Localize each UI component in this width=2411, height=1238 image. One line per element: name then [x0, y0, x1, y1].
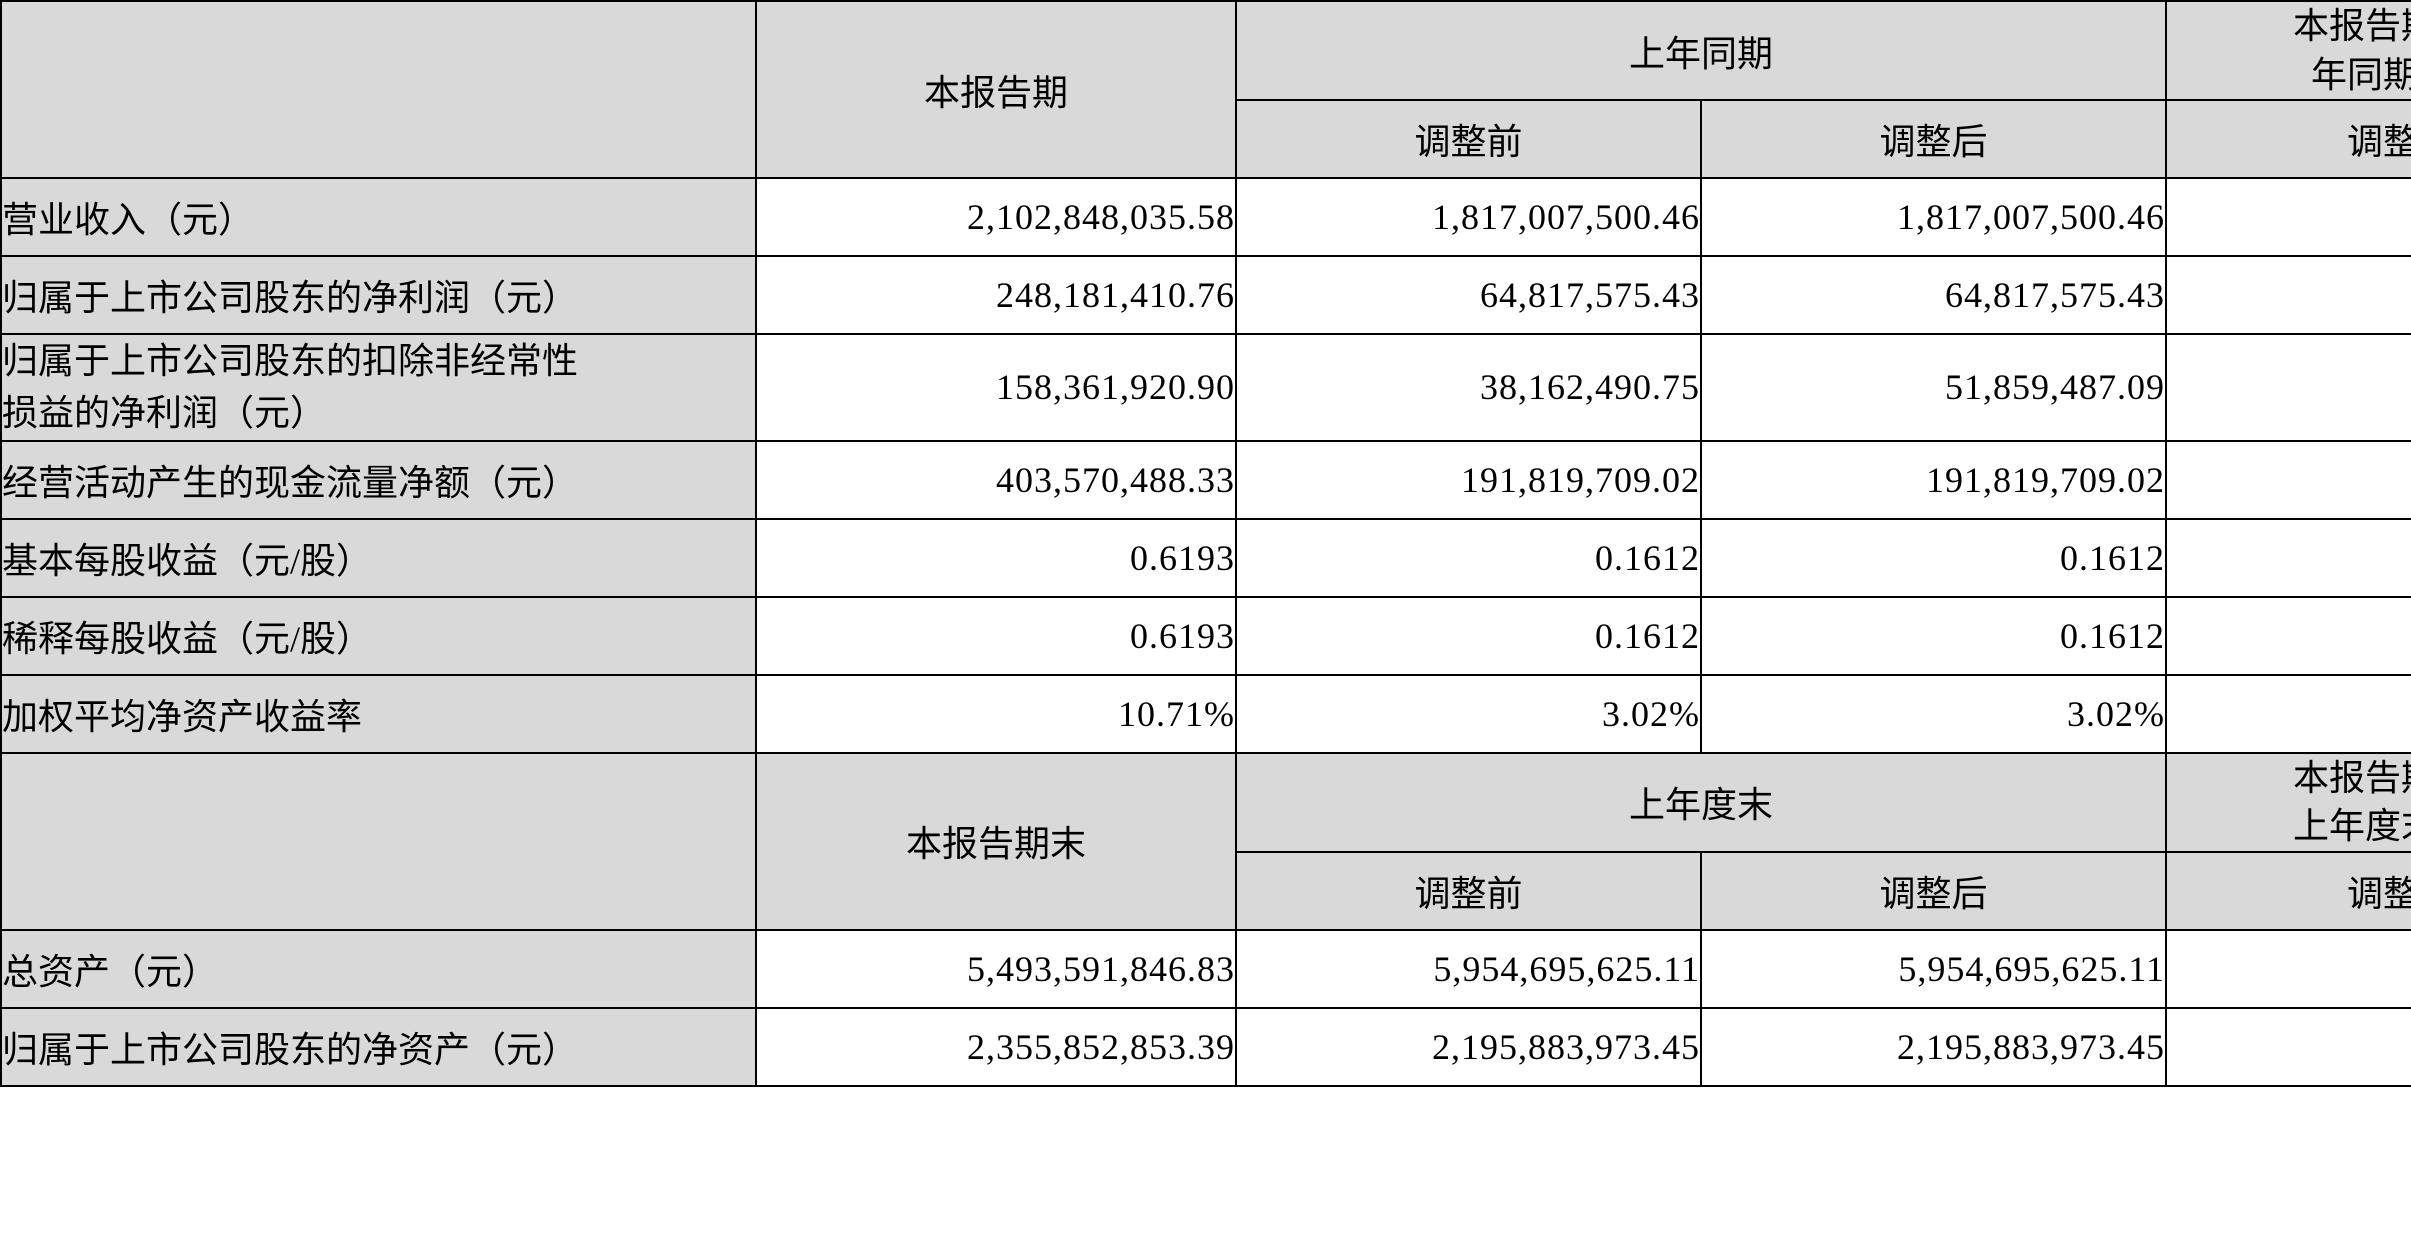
cell-prior-post: 5,954,695,625.11 [1701, 930, 2166, 1008]
cell-prior-post: 64,817,575.43 [1701, 256, 2166, 334]
cell-prior-post: 191,819,709.02 [1701, 441, 2166, 519]
cell-delta: 205.37% [2166, 334, 2411, 440]
cell-delta: 284.18% [2166, 597, 2411, 675]
header-change-sub: 调整后 [2166, 100, 2411, 178]
row-label: 经营活动产生的现金流量净额（元） [1, 441, 756, 519]
cell-current: 248,181,410.76 [756, 256, 1236, 334]
cell-delta: -7.74% [2166, 930, 2411, 1008]
cell-prior-post: 0.1612 [1701, 519, 2166, 597]
header-change2-line2: 上年度末增减 [2293, 806, 2411, 846]
cell-delta: 7.28% [2166, 1008, 2411, 1086]
header-change2-line1: 本报告期末比 [2293, 758, 2411, 798]
cell-prior-post: 3.02% [1701, 675, 2166, 753]
cell-current: 2,102,848,035.58 [756, 178, 1236, 256]
table-row: 营业收入（元） 2,102,848,035.58 1,817,007,500.4… [1, 178, 2411, 256]
header-row-3: 本报告期末 上年度末 本报告期末比 上年度末增减 [1, 753, 2411, 852]
cell-prior-pre: 64,817,575.43 [1236, 256, 1701, 334]
header-prior-post-2: 调整后 [1701, 852, 2166, 930]
cell-prior-pre: 1,817,007,500.46 [1236, 178, 1701, 256]
row-label-line2: 损益的净利润（元） [2, 393, 326, 433]
row-label: 归属于上市公司股东的净利润（元） [1, 256, 756, 334]
cell-prior-post: 0.1612 [1701, 597, 2166, 675]
header-current-period-end: 本报告期末 [756, 753, 1236, 930]
cell-prior-pre: 0.1612 [1236, 597, 1701, 675]
cell-prior-pre: 2,195,883,973.45 [1236, 1008, 1701, 1086]
header-row-1: 本报告期 上年同期 本报告期比上 年同期增减 [1, 1, 2411, 100]
table-row: 归属于上市公司股东的净资产（元） 2,355,852,853.39 2,195,… [1, 1008, 2411, 1086]
header-prior-year-end-span: 上年度末 [1236, 753, 2166, 852]
header-blank [1, 1, 756, 178]
header-prior-post: 调整后 [1701, 100, 2166, 178]
header-current-period: 本报告期 [756, 1, 1236, 178]
cell-current: 158,361,920.90 [756, 334, 1236, 440]
cell-prior-post: 51,859,487.09 [1701, 334, 2166, 440]
table-row: 归属于上市公司股东的扣除非经常性 损益的净利润（元） 158,361,920.9… [1, 334, 2411, 440]
cell-delta: 282.89% [2166, 256, 2411, 334]
header-prior-period-span: 上年同期 [1236, 1, 2166, 100]
cell-current: 0.6193 [756, 519, 1236, 597]
cell-delta: 7.69% [2166, 675, 2411, 753]
cell-prior-post: 2,195,883,973.45 [1701, 1008, 2166, 1086]
table-row: 归属于上市公司股东的净利润（元） 248,181,410.76 64,817,5… [1, 256, 2411, 334]
cell-prior-pre: 38,162,490.75 [1236, 334, 1701, 440]
header-change-sub-2: 调整后 [2166, 852, 2411, 930]
table-row: 经营活动产生的现金流量净额（元） 403,570,488.33 191,819,… [1, 441, 2411, 519]
cell-current: 403,570,488.33 [756, 441, 1236, 519]
financial-summary-table-wrap: 本报告期 上年同期 本报告期比上 年同期增减 调整前 调整后 调整后 营业收入（… [0, 0, 2411, 1238]
header-blank-2 [1, 753, 756, 930]
header-prior-pre-2: 调整前 [1236, 852, 1701, 930]
table-row: 总资产（元） 5,493,591,846.83 5,954,695,625.11… [1, 930, 2411, 1008]
cell-delta: 15.73% [2166, 178, 2411, 256]
cell-delta: 284.18% [2166, 519, 2411, 597]
row-label: 营业收入（元） [1, 178, 756, 256]
row-label-line1: 归属于上市公司股东的扣除非经常性 [2, 341, 578, 381]
row-label: 总资产（元） [1, 930, 756, 1008]
cell-current: 5,493,591,846.83 [756, 930, 1236, 1008]
table-row: 稀释每股收益（元/股） 0.6193 0.1612 0.1612 284.18% [1, 597, 2411, 675]
table-row: 基本每股收益（元/股） 0.6193 0.1612 0.1612 284.18% [1, 519, 2411, 597]
cell-current: 2,355,852,853.39 [756, 1008, 1236, 1086]
table-row: 加权平均净资产收益率 10.71% 3.02% 3.02% 7.69% [1, 675, 2411, 753]
header-change-span: 本报告期比上 年同期增减 [2166, 1, 2411, 100]
row-label: 归属于上市公司股东的净资产（元） [1, 1008, 756, 1086]
row-label: 稀释每股收益（元/股） [1, 597, 756, 675]
cell-delta: 110.39% [2166, 441, 2411, 519]
cell-prior-pre: 191,819,709.02 [1236, 441, 1701, 519]
header-change-line1: 本报告期比上 [2293, 6, 2411, 46]
header-change-line2: 年同期增减 [2311, 55, 2411, 95]
row-label: 加权平均净资产收益率 [1, 675, 756, 753]
cell-prior-pre: 3.02% [1236, 675, 1701, 753]
header-prior-pre: 调整前 [1236, 100, 1701, 178]
cell-prior-pre: 0.1612 [1236, 519, 1701, 597]
row-label: 归属于上市公司股东的扣除非经常性 损益的净利润（元） [1, 334, 756, 440]
cell-prior-pre: 5,954,695,625.11 [1236, 930, 1701, 1008]
header-change-span-2: 本报告期末比 上年度末增减 [2166, 753, 2411, 852]
cell-prior-post: 1,817,007,500.46 [1701, 178, 2166, 256]
cell-current: 10.71% [756, 675, 1236, 753]
financial-summary-table: 本报告期 上年同期 本报告期比上 年同期增减 调整前 调整后 调整后 营业收入（… [0, 0, 2411, 1087]
row-label: 基本每股收益（元/股） [1, 519, 756, 597]
cell-current: 0.6193 [756, 597, 1236, 675]
